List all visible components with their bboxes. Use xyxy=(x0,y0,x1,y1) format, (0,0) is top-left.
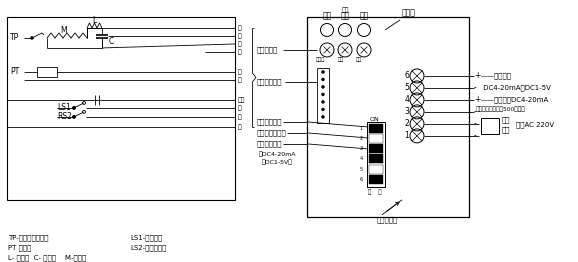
Circle shape xyxy=(322,78,324,81)
Bar xyxy=(369,134,383,143)
Text: PT: PT xyxy=(10,67,19,77)
Text: 信号: 信号 xyxy=(340,12,350,20)
Text: PT 电位器: PT 电位器 xyxy=(8,244,31,251)
Text: DC4-20mA或DC1-5V: DC4-20mA或DC1-5V xyxy=(481,85,551,91)
Bar xyxy=(317,68,329,123)
Bar xyxy=(369,124,383,133)
Text: RS2: RS2 xyxy=(57,112,72,121)
Text: ——输入信号: ——输入信号 xyxy=(481,73,512,79)
Text: 调整电位器: 调整电位器 xyxy=(257,47,278,53)
Text: -: - xyxy=(474,83,477,92)
Text: LS2-上限位开关: LS2-上限位开关 xyxy=(130,244,166,251)
Text: L: L xyxy=(92,17,96,25)
Bar xyxy=(37,67,57,77)
Text: 4: 4 xyxy=(360,156,363,161)
Text: 零位: 零位 xyxy=(356,57,362,62)
Bar xyxy=(369,144,383,153)
Text: LS1: LS1 xyxy=(57,103,71,112)
Text: 输入: 输入 xyxy=(341,7,349,13)
Circle shape xyxy=(322,93,324,96)
Bar xyxy=(7,17,235,200)
Circle shape xyxy=(31,37,34,39)
Text: 报警: 报警 xyxy=(323,12,332,20)
Circle shape xyxy=(322,108,324,111)
Text: -: - xyxy=(474,107,477,116)
Bar xyxy=(307,17,469,217)
Text: 红: 红 xyxy=(238,124,242,130)
Text: 6: 6 xyxy=(360,177,363,182)
Text: 绿: 绿 xyxy=(238,25,242,31)
Circle shape xyxy=(322,71,324,73)
Circle shape xyxy=(72,115,76,118)
Text: 电源: 电源 xyxy=(360,12,369,20)
Text: TP: TP xyxy=(10,34,19,42)
Text: M: M xyxy=(61,26,67,35)
Text: 电源AC 220V: 电源AC 220V xyxy=(516,122,554,128)
Text: 内部接线插座: 内部接线插座 xyxy=(257,79,283,85)
Bar xyxy=(369,165,383,173)
Text: 1: 1 xyxy=(405,131,409,140)
Text: +: + xyxy=(474,95,480,105)
Text: 行位: 行位 xyxy=(338,57,344,62)
Text: 4: 4 xyxy=(405,95,409,105)
Text: 黑: 黑 xyxy=(238,33,242,39)
Bar xyxy=(369,175,383,184)
Text: 6: 6 xyxy=(405,72,409,80)
Text: C: C xyxy=(109,37,114,46)
Text: （DC4-20mA: （DC4-20mA xyxy=(259,151,297,157)
Circle shape xyxy=(322,86,324,88)
Text: TP-电机内温度开关: TP-电机内温度开关 xyxy=(8,234,49,241)
Text: 橙: 橙 xyxy=(238,105,242,111)
Text: 调错位: 调错位 xyxy=(316,57,325,62)
Text: 指示灯: 指示灯 xyxy=(402,8,416,18)
Text: 5: 5 xyxy=(360,167,363,172)
Text: 白: 白 xyxy=(238,49,242,55)
Text: 2: 2 xyxy=(360,136,363,141)
Bar xyxy=(367,122,385,187)
Text: （接受端负载电阮500以下）: （接受端负载电阮500以下） xyxy=(476,106,526,112)
Text: 正反动作选择: 正反动作选择 xyxy=(257,119,283,125)
Text: ——输出信号DC4-20mA: ——输出信号DC4-20mA xyxy=(481,97,549,103)
Text: -: - xyxy=(474,131,477,140)
Text: LS1-限位开关: LS1-限位开关 xyxy=(130,234,162,241)
Text: 灰: 灰 xyxy=(238,114,242,120)
Text: L- 扴流圈  C- 电容器    M-电动机: L- 扴流圈 C- 电容器 M-电动机 xyxy=(8,254,86,261)
Text: 3: 3 xyxy=(360,146,363,151)
Text: 紫: 紫 xyxy=(238,77,242,83)
Text: 1: 1 xyxy=(360,126,363,131)
Text: 零线: 零线 xyxy=(502,127,510,133)
Bar xyxy=(369,154,383,163)
Circle shape xyxy=(322,101,324,103)
Text: -: - xyxy=(474,119,477,128)
Text: 断信号动作选择: 断信号动作选择 xyxy=(257,130,287,136)
Circle shape xyxy=(72,106,76,110)
Text: 或DC1-5V）: 或DC1-5V） xyxy=(262,159,293,165)
Text: 浅蓝: 浅蓝 xyxy=(238,97,246,103)
Text: 蓝: 蓝 xyxy=(238,69,242,75)
Text: 断    通: 断 通 xyxy=(368,189,381,195)
Text: 输入信号选择: 输入信号选择 xyxy=(257,141,283,147)
Text: 3: 3 xyxy=(405,107,409,116)
Text: 2: 2 xyxy=(405,119,409,128)
Text: 火线: 火线 xyxy=(502,117,510,123)
Text: ON: ON xyxy=(370,117,380,122)
Text: +: + xyxy=(474,72,480,80)
Text: 对外接端子: 对外接端子 xyxy=(377,216,398,223)
Circle shape xyxy=(322,116,324,118)
Bar xyxy=(481,118,499,134)
Text: 黄: 黄 xyxy=(238,41,242,47)
Text: 5: 5 xyxy=(405,83,409,92)
